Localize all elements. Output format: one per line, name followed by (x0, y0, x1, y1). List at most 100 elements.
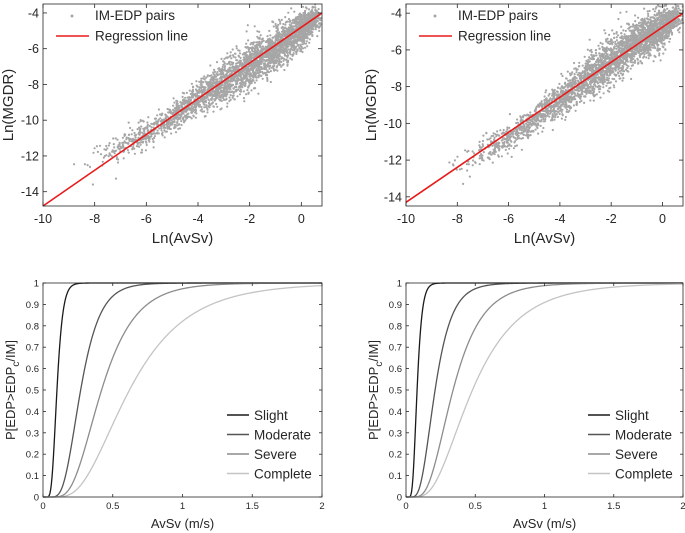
scatter-point (314, 8, 317, 11)
scatter-point (148, 135, 151, 139)
scatter-point (316, 20, 319, 23)
scatter-point (246, 24, 249, 27)
scatter-point (622, 29, 625, 32)
scatter-point (230, 57, 233, 60)
scatter-point (184, 119, 187, 122)
scatter-point (155, 131, 159, 135)
scatter-point (115, 157, 118, 161)
scatter-point (565, 77, 568, 80)
scatter-point (170, 123, 173, 126)
scatter-point (92, 151, 95, 154)
scatter-point (192, 106, 195, 109)
scatter-point (167, 123, 170, 126)
scatter-point (221, 68, 224, 72)
scatter-point (291, 40, 295, 43)
scatter-point (277, 23, 280, 26)
scatter-point (105, 154, 108, 157)
scatter-point (227, 62, 231, 65)
scatter-point (299, 36, 303, 39)
scatter-point (305, 26, 308, 29)
scatter-point (83, 163, 86, 166)
scatter-point (139, 143, 142, 146)
scatter-point (255, 76, 258, 79)
scatter-point (578, 61, 581, 64)
scatter-point (112, 143, 115, 146)
scatter-point (296, 20, 299, 23)
scatter-point (239, 82, 242, 85)
scatter-point (272, 25, 275, 28)
scatter-point (275, 48, 279, 51)
scatter-point (131, 147, 134, 150)
scatter-point (145, 143, 148, 147)
scatter-point (245, 30, 248, 33)
scatter-point (114, 177, 118, 180)
scatter-point (219, 87, 222, 90)
scatter-point (261, 45, 264, 48)
scatter-point (662, 52, 665, 55)
scatter-point (286, 61, 290, 64)
scatter-point (300, 20, 303, 24)
scatter-point (238, 73, 241, 76)
scatter-point (179, 115, 182, 118)
scatter-point (216, 105, 219, 108)
scatter-point (122, 141, 125, 144)
scatter-point (279, 20, 282, 23)
scatter-point (623, 33, 626, 36)
scatter-point (93, 147, 96, 150)
scatter-point (295, 16, 298, 19)
scatter-point (471, 150, 474, 153)
scatter-point (274, 62, 278, 65)
scatter-point (604, 54, 607, 57)
scatter-point (221, 65, 224, 69)
scatter-point (216, 89, 219, 93)
scatter-point (224, 73, 227, 76)
scatter-point (522, 133, 525, 136)
scatter-point (263, 62, 266, 65)
scatter-point (605, 73, 608, 77)
scatter-point (194, 108, 197, 111)
scatter-point (543, 95, 546, 98)
scatter-point (158, 127, 161, 130)
scatter-point (279, 47, 282, 50)
scatter-point (298, 12, 302, 15)
scatter-point (243, 100, 246, 103)
y-tick-label: -12 (21, 149, 39, 163)
scatter-point (189, 107, 192, 110)
scatter-point (497, 154, 500, 157)
scatter-point (191, 108, 194, 111)
scatter-point (581, 64, 584, 67)
scatter-point (643, 17, 646, 20)
scatter-point (629, 67, 632, 70)
scatter-point (304, 6, 307, 9)
scatter-point (166, 107, 169, 111)
scatter-point (310, 28, 313, 31)
scatter-point (215, 61, 219, 64)
scatter-point (266, 55, 269, 59)
scatter-point (625, 10, 628, 13)
scatter-point (598, 52, 601, 55)
scatter-point (314, 6, 317, 9)
scatter-point (186, 96, 189, 99)
scatter-point (267, 38, 270, 41)
scatter-point (96, 150, 99, 153)
scatter-point (176, 120, 179, 123)
scatter-point (293, 25, 296, 28)
scatter-point (268, 67, 271, 70)
scatter-point (148, 140, 151, 143)
scatter-point (468, 175, 471, 178)
scatter-point (249, 77, 252, 80)
scatter-point (491, 144, 494, 147)
scatter-point (168, 127, 171, 130)
scatter-point (564, 83, 567, 86)
scatter-point (251, 75, 254, 78)
scatter-point (606, 76, 609, 79)
scatter-point (295, 45, 298, 48)
scatter-point (564, 118, 567, 121)
scatter-point (228, 60, 231, 63)
scatter-point (561, 114, 564, 117)
scatter-point (590, 51, 593, 54)
scatter-point (202, 81, 205, 84)
scatter-point (318, 22, 321, 25)
scatter-point (559, 87, 562, 90)
scatter-point (482, 151, 485, 154)
